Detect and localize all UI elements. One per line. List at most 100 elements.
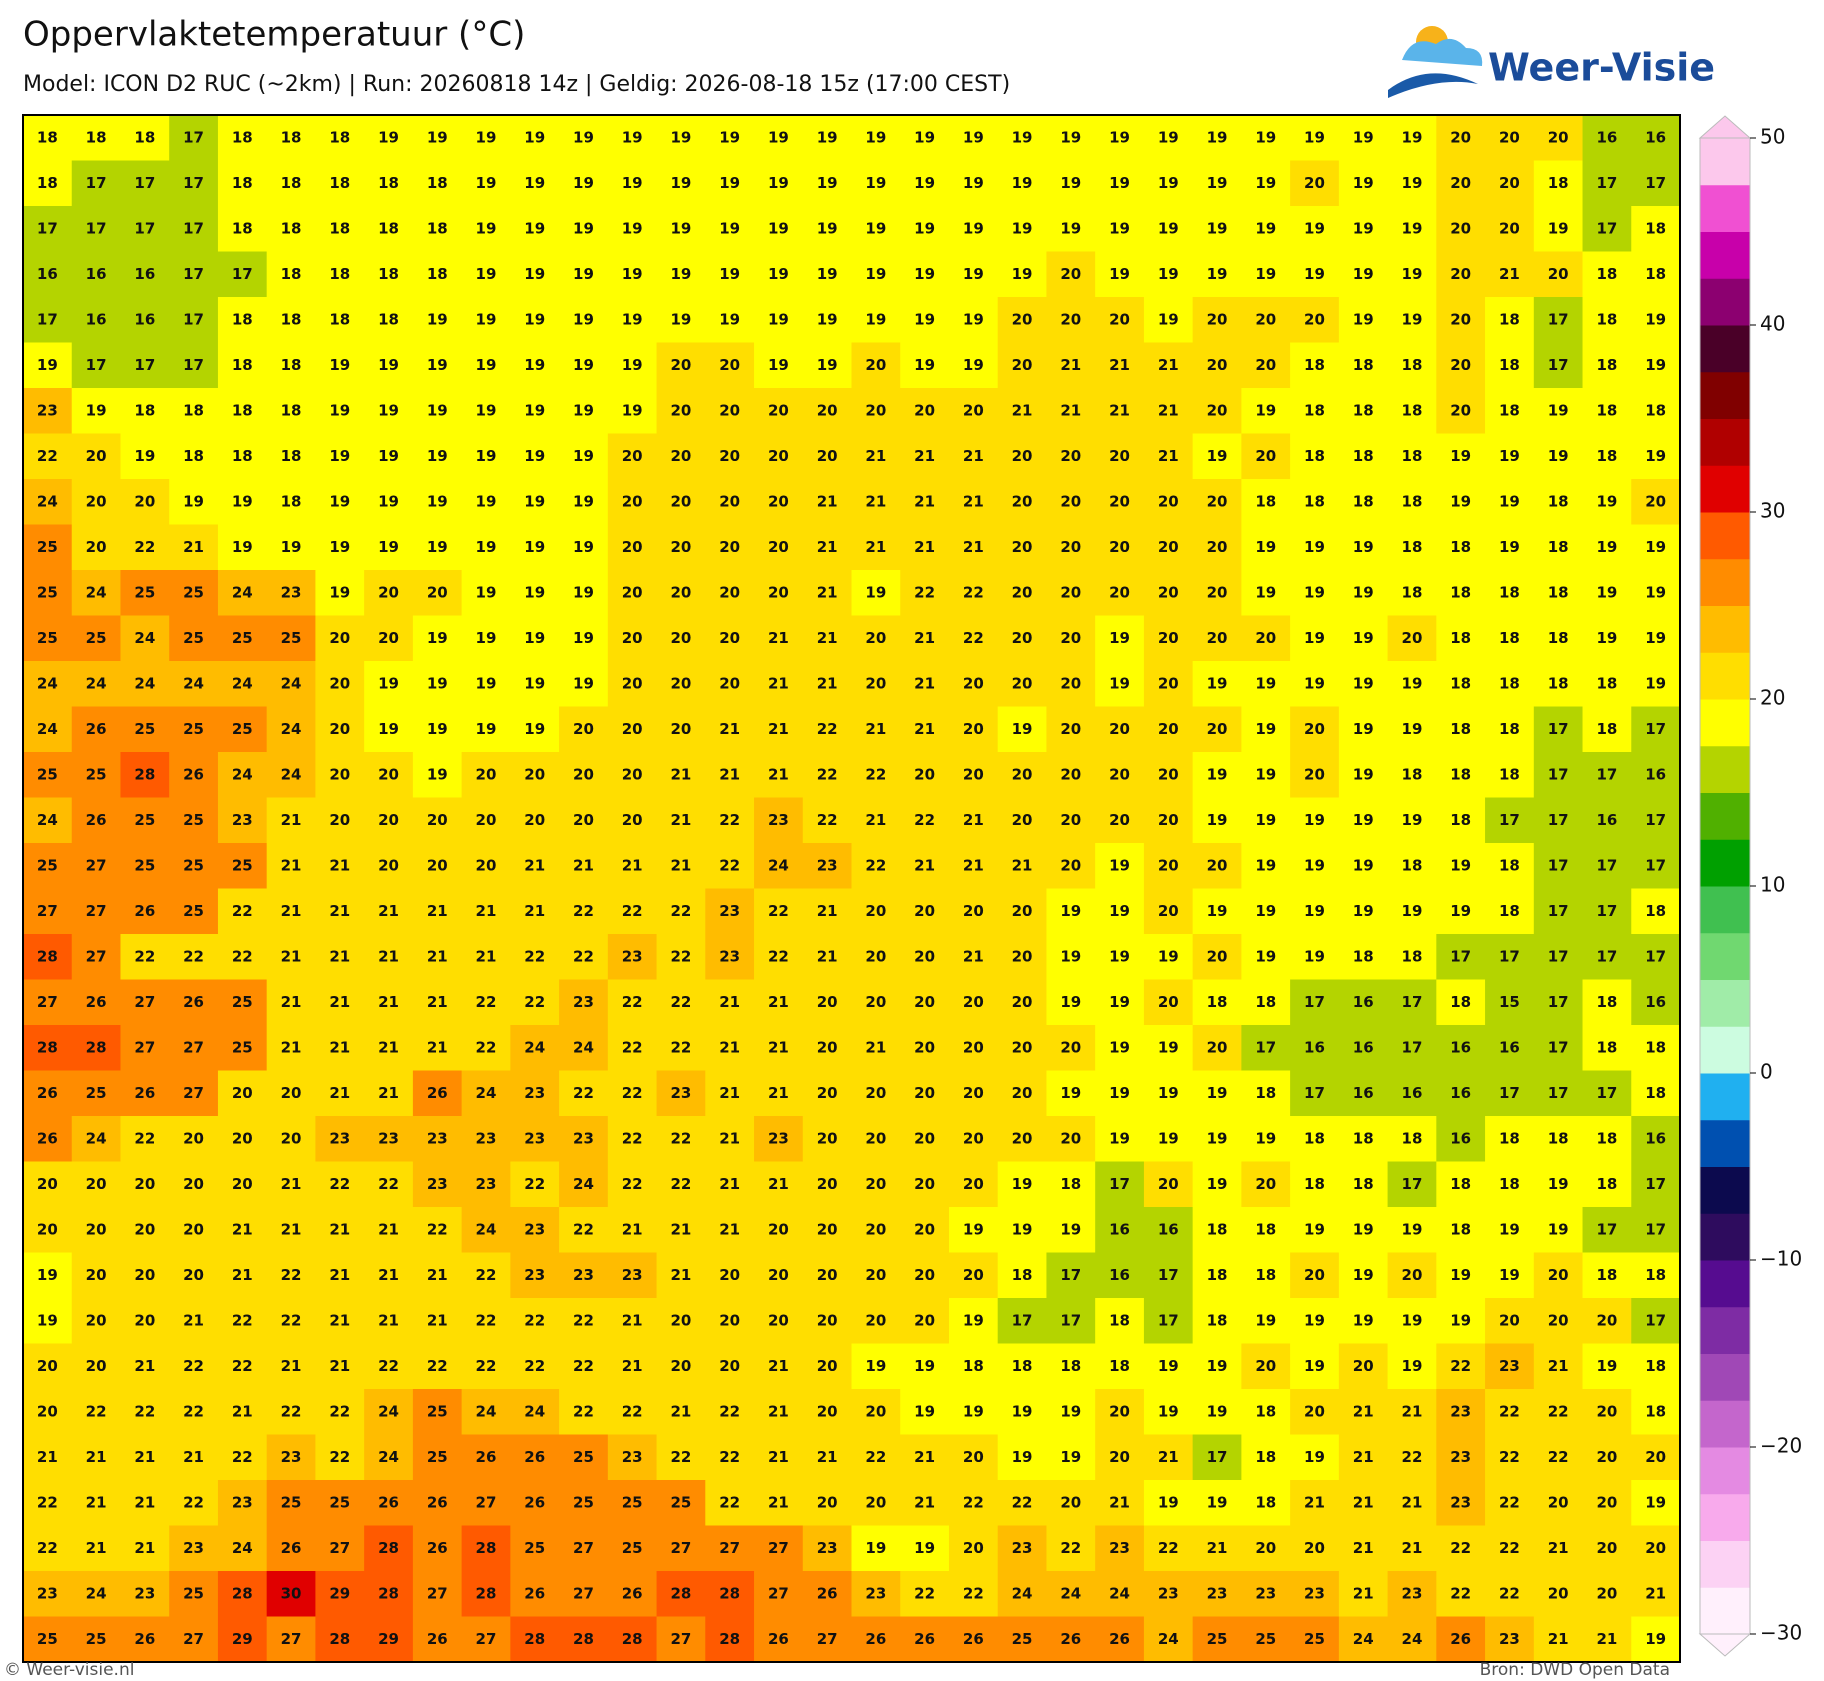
cell-value: 19 [1060,1448,1081,1466]
cell-bg [900,661,950,708]
cell-bg [1046,979,1096,1026]
cell-bg [559,160,609,207]
cell-value: 20 [865,674,886,692]
cell-value: 24 [232,674,253,692]
cell-value: 20 [1158,856,1179,874]
cell-bg [71,479,122,526]
cell-bg [1387,843,1437,890]
cell-value: 19 [1012,1175,1033,1193]
cell-bg [997,1571,1048,1618]
cell-bg [120,479,170,526]
cell-bg [364,433,414,480]
cell-value: 25 [232,1038,253,1056]
cell-value: 23 [622,947,643,965]
cell-value: 21 [427,993,448,1011]
cell-value: 19 [524,720,545,738]
cell-bg [217,979,268,1026]
cell-value: 19 [865,1357,886,1375]
cell-bg [1290,388,1340,435]
cell-bg [1290,1252,1340,1299]
cell-value: 20 [1158,993,1179,1011]
cell-bg [1387,706,1437,753]
cell-bg [1533,388,1584,435]
cell-bg [705,160,755,207]
cell-bg [754,797,804,844]
cell-bg [851,1025,901,1072]
cell-bg [1192,1343,1242,1390]
cell-value: 19 [670,219,691,237]
cell-value: 19 [817,356,838,374]
cell-bg [900,1025,950,1072]
cell-bg [266,1070,317,1117]
cell-bg [1631,1571,1681,1618]
cell-bg [1046,1525,1096,1572]
cell-value: 20 [86,1220,107,1238]
cell-value: 19 [1255,811,1276,829]
cell-value: 22 [573,1402,594,1420]
cell-value: 21 [378,1038,399,1056]
cell-value: 22 [1499,1539,1520,1557]
cell-value: 23 [865,1584,886,1602]
cell-value: 18 [281,401,302,419]
cell-bg [1485,1343,1535,1390]
cell-bg [1436,1252,1486,1299]
cell-value: 17 [1596,902,1617,920]
cell-bg [1046,706,1096,753]
cell-bg [997,752,1048,799]
cell-value: 20 [1207,856,1228,874]
cell-bg [1095,1207,1145,1254]
cell-bg [412,797,463,844]
cell-bg [510,843,560,890]
cell-value: 21 [1158,401,1179,419]
cell-bg [217,251,268,298]
cell-bg [900,1343,950,1390]
cell-value: 18 [1645,1038,1666,1056]
cell-value: 20 [1012,447,1033,465]
cell-value: 17 [1645,1311,1666,1329]
cell-bg [656,115,706,162]
cell-bg [607,888,658,935]
cell-value: 19 [573,265,594,283]
cell-bg [120,1116,170,1163]
cell-value: 19 [573,310,594,328]
cell-value: 27 [37,993,58,1011]
cell-value: 20 [817,1493,838,1511]
cell-value: 27 [768,1539,789,1557]
cell-value: 28 [476,1539,497,1557]
cell-value: 27 [573,1584,594,1602]
cell-value: 19 [1304,1448,1325,1466]
cell-bg [71,1389,122,1436]
cell-bg [315,1389,365,1436]
cell-bg [1338,1434,1389,1481]
cell-value: 18 [1596,310,1617,328]
cell-value: 19 [1353,538,1374,556]
cell-bg [71,570,122,617]
cell-bg [1095,1343,1145,1390]
cell-bg [656,979,706,1026]
cell-value: 20 [329,674,350,692]
cell-value: 25 [232,993,253,1011]
cell-value: 18 [1450,538,1471,556]
cell-value: 24 [86,1129,107,1147]
cell-value: 22 [427,1357,448,1375]
cell-bg [120,388,170,435]
cell-value: 22 [281,1402,302,1420]
cell-value: 20 [329,765,350,783]
cell-value: 20 [1304,1539,1325,1557]
cell-bg [802,388,853,435]
cell-value: 18 [1645,401,1666,419]
cell-bg [120,1389,170,1436]
cell-value: 20 [1109,720,1130,738]
cell-bg [23,1571,73,1618]
cell-bg [461,206,511,253]
cell-value: 20 [1450,401,1471,419]
cell-value: 19 [1255,1129,1276,1147]
cell-bg [1241,843,1291,890]
cell-value: 27 [86,902,107,920]
cell-value: 22 [963,1493,984,1511]
cell-value: 19 [476,538,497,556]
cell-value: 20 [914,1175,935,1193]
cell-bg [851,1616,901,1663]
cell-bg [217,433,268,480]
cell-bg [23,1525,73,1572]
